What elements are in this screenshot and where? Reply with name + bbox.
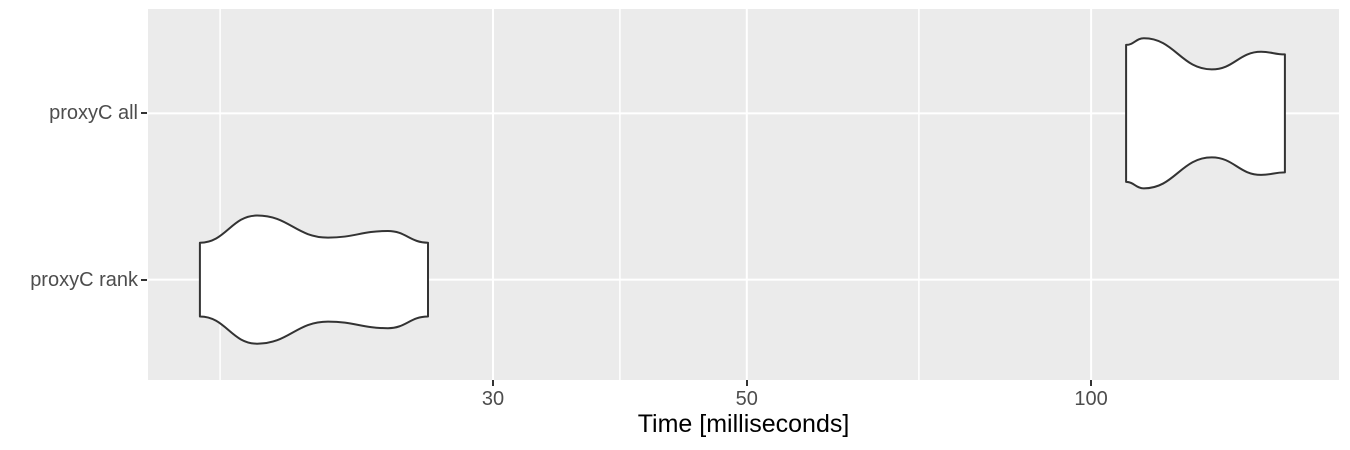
x-tick-label: 50 (735, 388, 758, 410)
x-tick-mark (745, 380, 748, 386)
violin-proxyc-all (1125, 37, 1286, 190)
plot-canvas (148, 9, 1339, 380)
y-tick-mark (141, 112, 147, 115)
x-tick-mark (1090, 380, 1093, 386)
plot-panel (148, 9, 1339, 380)
x-tick-label: 30 (481, 388, 505, 410)
x-axis-title: Time [milliseconds] (637, 410, 850, 438)
y-axis-category-label: proxyC rank (30, 268, 138, 291)
x-tick-label: 100 (1074, 388, 1108, 410)
violin-proxyc-rank (198, 214, 429, 345)
x-tick-mark (492, 380, 494, 386)
y-axis-category-label: proxyC all (49, 102, 138, 125)
y-tick-mark (141, 278, 147, 281)
